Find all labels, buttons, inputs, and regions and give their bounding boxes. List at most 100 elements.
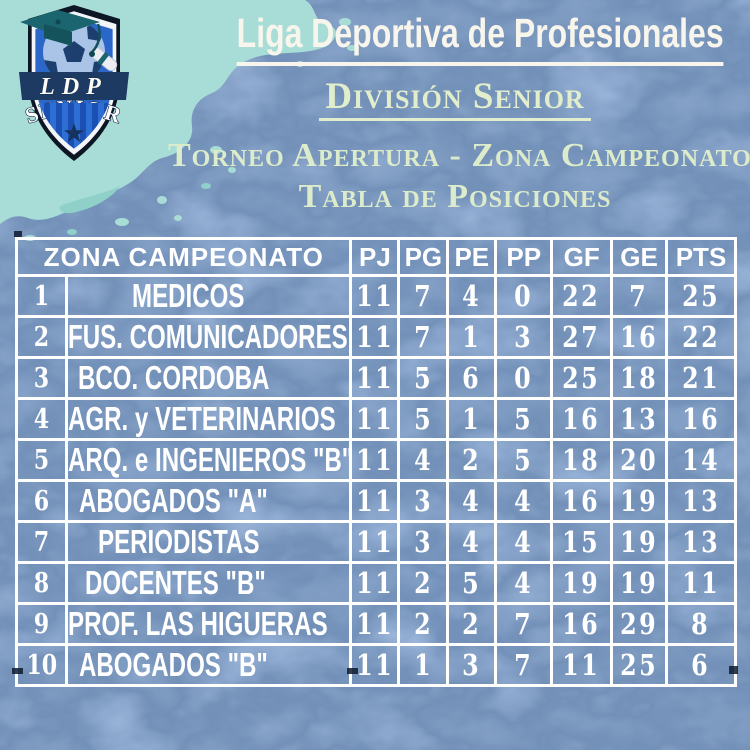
pj-cell: 11 xyxy=(349,479,401,523)
column-header-pp: PP xyxy=(494,237,554,277)
pg-value: 3 xyxy=(413,484,433,518)
logo-banner: LDP xyxy=(19,72,129,100)
team-cell: BCO. CORDOBA xyxy=(64,356,353,400)
gf-value: 22 xyxy=(562,279,601,313)
pj-value: 11 xyxy=(356,361,395,395)
pj-value: 11 xyxy=(356,279,395,313)
pj-cell: 11 xyxy=(349,356,401,400)
pp-cell: 7 xyxy=(494,643,554,687)
team-cell: ABOGADOS "B" xyxy=(64,643,353,687)
table-row: 3 BCO. CORDOBA 11 5 6 0 25 18 21 xyxy=(15,356,737,400)
gf-cell: 19 xyxy=(550,561,614,605)
position-cell: 1 xyxy=(15,274,68,318)
pg-cell: 7 xyxy=(397,315,450,359)
pe-cell: 3 xyxy=(446,643,498,687)
corner-mark xyxy=(347,668,358,674)
column-header-gf: GF xyxy=(550,237,614,277)
ge-value: 18 xyxy=(620,361,659,395)
gf-value: 15 xyxy=(562,525,601,559)
position-value: 5 xyxy=(33,444,50,476)
pj-cell: 11 xyxy=(349,520,401,564)
page-title-text: Liga Deportiva de Profesionales xyxy=(236,8,724,66)
pp-value: 4 xyxy=(514,484,534,518)
position-cell: 8 xyxy=(15,561,68,605)
tournament-line: Torneo Apertura - Zona Campeonato xyxy=(168,137,750,174)
ge-cell: 16 xyxy=(610,315,669,359)
pts-value: 21 xyxy=(682,361,721,395)
pp-cell: 4 xyxy=(494,561,554,605)
team-name: ABOGADOS "B" xyxy=(79,646,269,683)
pp-value: 5 xyxy=(514,443,534,477)
pts-value: 6 xyxy=(691,648,711,682)
diploma-icon xyxy=(89,46,118,72)
team-name: FUS. COMUNICADORES xyxy=(67,318,348,355)
pts-cell: 14 xyxy=(665,438,737,482)
corner-mark xyxy=(729,666,738,674)
pj-cell: 11 xyxy=(349,643,401,687)
column-header-pg: PG xyxy=(397,237,450,277)
standings-table: ZONA CAMPEONATO PJ PG PE PP GF GE PTS 1 … xyxy=(14,237,737,687)
pj-value: 11 xyxy=(356,607,395,641)
pts-value: 13 xyxy=(682,525,721,559)
pp-value: 5 xyxy=(514,402,534,436)
pp-value: 3 xyxy=(514,320,534,354)
position-cell: 9 xyxy=(15,602,68,646)
table-row: 6 ABOGADOS "A" 11 3 4 4 16 19 13 xyxy=(15,479,737,523)
gf-cell: 15 xyxy=(550,520,614,564)
ge-cell: 13 xyxy=(610,397,669,441)
pj-cell: 11 xyxy=(349,602,401,646)
ge-value: 7 xyxy=(629,279,649,313)
pts-cell: 22 xyxy=(665,315,737,359)
team-cell: FUS. COMUNICADORES xyxy=(64,315,353,359)
pj-cell: 11 xyxy=(349,561,401,605)
team-name: BCO. CORDOBA xyxy=(77,359,269,396)
team-name: AGR. y VETERINARIOS xyxy=(67,400,336,437)
pj-value: 11 xyxy=(356,443,395,477)
pj-value: 11 xyxy=(356,484,395,518)
gf-cell: 11 xyxy=(550,643,614,687)
gf-cell: 22 xyxy=(550,274,614,318)
pp-cell: 4 xyxy=(494,479,554,523)
pp-value: 7 xyxy=(514,607,534,641)
team-cell: PERIODISTAS xyxy=(64,520,353,564)
table-row: 2 FUS. COMUNICADORES 11 7 1 3 27 16 22 xyxy=(15,315,737,359)
pg-cell: 5 xyxy=(397,397,450,441)
pe-value: 6 xyxy=(462,361,482,395)
gf-cell: 18 xyxy=(550,438,614,482)
pts-value: 16 xyxy=(682,402,721,436)
pp-value: 4 xyxy=(514,525,534,559)
pe-value: 1 xyxy=(462,402,482,436)
position-value: 10 xyxy=(26,649,57,681)
column-header-pe: PE xyxy=(446,237,498,277)
pp-cell: 3 xyxy=(494,315,554,359)
pp-value: 0 xyxy=(514,279,534,313)
table-row: 8 DOCENTES "B" 11 2 5 4 19 19 11 xyxy=(15,561,737,605)
gf-cell: 16 xyxy=(550,397,614,441)
graduation-cap-icon xyxy=(20,10,101,57)
team-name: MEDICOS xyxy=(131,277,245,314)
pg-value: 2 xyxy=(413,607,433,641)
page-title: Liga Deportiva de Profesionales xyxy=(168,8,742,68)
team-cell: PROF. LAS HIGUERAS xyxy=(64,602,353,646)
position-value: 8 xyxy=(33,567,50,599)
pe-value: 4 xyxy=(462,279,482,313)
pe-value: 4 xyxy=(462,525,482,559)
pts-cell: 13 xyxy=(665,520,737,564)
pts-value: 13 xyxy=(682,484,721,518)
team-cell: ABOGADOS "A" xyxy=(64,479,353,523)
table-row: 4 AGR. y VETERINARIOS 11 5 1 5 16 13 16 xyxy=(15,397,737,441)
column-header-pj: PJ xyxy=(349,237,401,277)
table-title: Tabla de Posiciones xyxy=(298,178,612,215)
pg-value: 2 xyxy=(413,566,433,600)
pp-cell: 0 xyxy=(494,274,554,318)
pj-cell: 11 xyxy=(349,315,401,359)
pj-cell: 11 xyxy=(349,438,401,482)
column-header-zone: ZONA CAMPEONATO xyxy=(14,237,353,277)
pg-value: 7 xyxy=(413,279,433,313)
pe-value: 2 xyxy=(462,443,482,477)
table-row: 7 PERIODISTAS 11 3 4 4 15 19 13 xyxy=(15,520,737,564)
pp-cell: 4 xyxy=(494,520,554,564)
table-header-row: ZONA CAMPEONATO PJ PG PE PP GF GE PTS xyxy=(14,237,737,277)
team-cell: MEDICOS xyxy=(64,274,353,318)
